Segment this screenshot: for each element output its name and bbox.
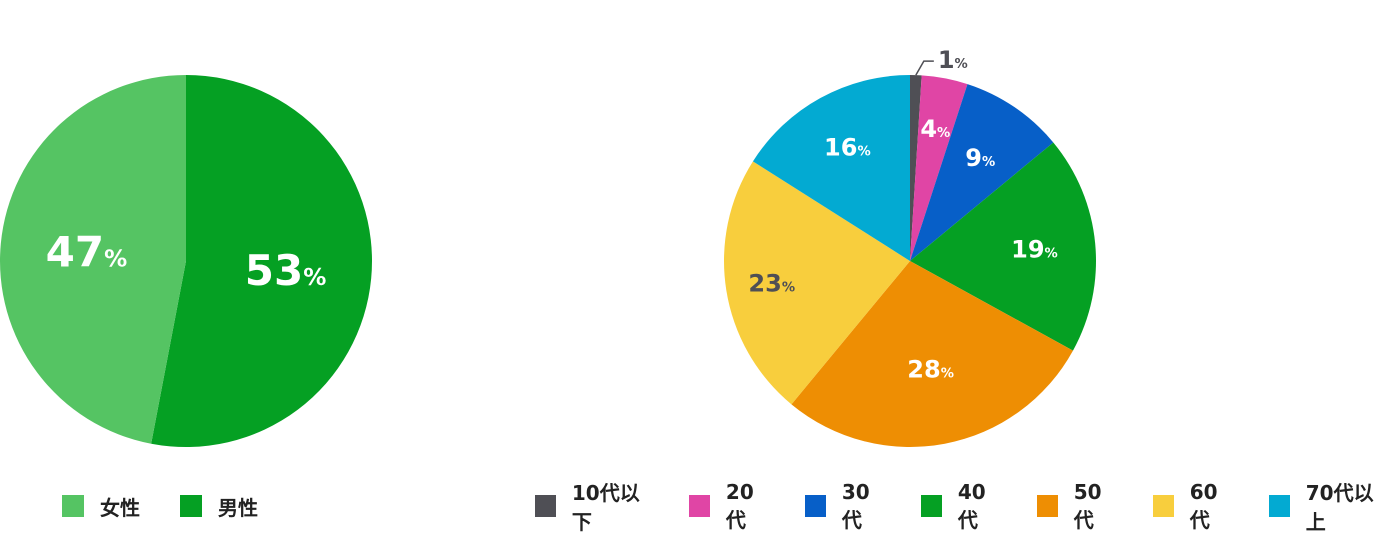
pie-slice-1 [910, 75, 922, 261]
slice-label: 19% [1011, 236, 1058, 264]
slice-label: 23% [748, 269, 795, 297]
pie-slice-7 [752, 74, 910, 261]
gender-pie-chart: 53%47% [0, 75, 372, 447]
pie-slice-1 [151, 75, 372, 447]
age-legend: 10代以下 20代 30代 40代 50代 60代 70代以上 [535, 480, 1389, 534]
pie-slice-4 [910, 142, 1096, 351]
legend-swatch [1036, 495, 1058, 517]
legend-label: 女性 [100, 495, 140, 520]
legend-label: 男性 [218, 495, 258, 520]
legend-item: 男性 [180, 492, 258, 521]
legend-label: 70代以上 [1305, 481, 1374, 534]
slice-unit: % [1045, 247, 1058, 262]
slice-value: 9 [965, 144, 982, 172]
slice-label: 1% [938, 46, 968, 74]
pie-slice-2 [0, 75, 186, 444]
legend-swatch [535, 495, 556, 517]
pie-slice-3 [910, 84, 1054, 261]
slice-unit: % [937, 126, 950, 141]
slice-value: 1 [938, 46, 955, 74]
pie-slice-2 [910, 75, 968, 261]
slice-label: 4% [920, 115, 950, 143]
legend-swatch [1152, 495, 1174, 517]
slice-unit: % [955, 57, 968, 72]
slice-value: 47 [46, 227, 104, 276]
legend-swatch [805, 495, 826, 517]
slice-unit: % [303, 265, 326, 291]
pie-slice-5 [791, 261, 1073, 447]
legend-swatch [62, 495, 84, 517]
slice-value: 4 [920, 115, 937, 143]
callout-line [915, 60, 934, 76]
pie-slice-6 [724, 161, 910, 405]
slice-unit: % [941, 366, 954, 381]
slice-unit: % [782, 280, 795, 295]
legend-label: 10代以下 [571, 481, 640, 534]
slice-unit: % [104, 246, 127, 272]
slice-label: 16% [824, 133, 871, 161]
slice-label: 53% [245, 246, 327, 295]
slice-value: 28 [907, 355, 940, 383]
slice-unit: % [857, 144, 870, 159]
legend-swatch [180, 495, 202, 517]
slice-value: 16 [824, 133, 857, 161]
legend-item: 10代以下 [535, 477, 655, 535]
legend-swatch [921, 495, 942, 517]
slice-label: 28% [907, 355, 954, 383]
slice-value: 19 [1011, 236, 1044, 264]
slice-value: 53 [245, 246, 303, 295]
gender-legend: 女性 男性 [62, 491, 258, 521]
legend-item: 女性 [62, 492, 140, 521]
slice-label: 9% [965, 144, 995, 172]
slice-unit: % [982, 155, 995, 170]
slice-label: 47% [46, 227, 128, 276]
legend-swatch [689, 495, 710, 517]
legend-swatch [1268, 495, 1290, 517]
age-pie-chart: 1%4%9%19%28%23%16% [724, 46, 1096, 447]
slice-value: 23 [748, 269, 781, 297]
charts-canvas: 53%47% 1%4%9%19%28%23%16% [0, 46, 1096, 447]
legend-item: 70代以上 [1268, 477, 1389, 535]
